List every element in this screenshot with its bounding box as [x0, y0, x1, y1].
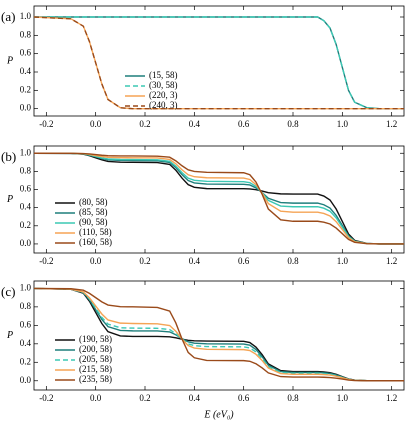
- legend-label: (85, 58): [79, 207, 108, 217]
- legend-label: (215, 58): [79, 364, 112, 374]
- y-tick-label: 0.2: [20, 84, 31, 94]
- x-tick-label: 1.0: [337, 119, 349, 129]
- x-tick-label: 1.0: [337, 256, 349, 266]
- x-axis-label: E (eV₀): [203, 409, 234, 420]
- y-tick-label: 0.2: [20, 220, 31, 230]
- x-tick-label: 1.0: [337, 393, 349, 403]
- y-tick-label: 0.0: [20, 103, 32, 113]
- x-tick-label: -0.2: [39, 256, 53, 266]
- legend-label: (190, 58): [79, 334, 112, 344]
- series-line: [33, 16, 404, 110]
- series-line: [33, 152, 404, 245]
- legend-label: (220, 3): [149, 90, 178, 100]
- series-line: [33, 152, 404, 245]
- series-line: [34, 16, 404, 110]
- y-tick-label: 1.0: [20, 11, 32, 21]
- legend-label: (160, 58): [79, 237, 112, 247]
- y-tick-label: 0.8: [20, 165, 32, 175]
- series-line: [33, 16, 404, 110]
- x-tick-label: 0.2: [139, 119, 150, 129]
- x-tick-label: 0.4: [189, 256, 201, 266]
- y-tick-label: 1.0: [20, 147, 32, 157]
- legend-label: (200, 58): [79, 344, 112, 354]
- y-tick-label: 0.8: [20, 29, 32, 39]
- y-tick-label: 0.6: [20, 48, 32, 58]
- series-line: [34, 16, 404, 110]
- y-tick-label: 0.2: [20, 356, 31, 366]
- x-tick-label: 0.4: [189, 393, 201, 403]
- x-tick-label: 0.4: [189, 119, 201, 129]
- y-tick-label: 0.4: [20, 66, 32, 76]
- x-tick-label: 1.2: [386, 119, 397, 129]
- y-tick-label: 0.6: [20, 319, 32, 329]
- x-tick-label: 0.8: [287, 256, 299, 266]
- x-tick-label: 0.0: [90, 256, 102, 266]
- x-tick-label: -0.2: [39, 119, 53, 129]
- panel-label: (c): [1, 284, 15, 299]
- legend-label: (15, 58): [149, 70, 178, 80]
- y-axis-label: P: [6, 330, 13, 341]
- y-tick-label: 1.0: [20, 282, 32, 292]
- legend-label: (90, 58): [79, 217, 108, 227]
- x-tick-label: 0.0: [90, 119, 102, 129]
- x-tick-label: -0.2: [39, 393, 53, 403]
- legend-label: (235, 58): [79, 374, 112, 384]
- x-tick-label: 0.0: [90, 393, 102, 403]
- legend-label: (80, 58): [79, 197, 108, 207]
- x-tick-label: 0.6: [238, 256, 250, 266]
- y-tick-label: 0.8: [20, 301, 32, 311]
- x-tick-label: 0.8: [287, 393, 299, 403]
- series-line: [33, 287, 404, 382]
- x-tick-label: 1.2: [386, 256, 397, 266]
- series-line: [33, 287, 404, 382]
- legend-label: (110, 58): [79, 227, 112, 237]
- y-tick-label: 0.0: [20, 375, 32, 385]
- y-tick-label: 0.4: [20, 202, 32, 212]
- series-line: [33, 152, 404, 245]
- plot-frame: [33, 5, 405, 117]
- legend-label: (240, 3): [149, 100, 178, 110]
- legend-label: (205, 58): [79, 354, 112, 364]
- plot-frame: [33, 145, 405, 254]
- y-axis-label: P: [6, 194, 13, 205]
- x-tick-label: 1.2: [386, 393, 397, 403]
- y-tick-label: 0.4: [20, 338, 32, 348]
- y-tick-label: 0.0: [20, 238, 32, 248]
- x-tick-label: 0.6: [238, 119, 250, 129]
- panel-label: (b): [1, 149, 16, 164]
- x-tick-label: 0.2: [139, 393, 150, 403]
- x-tick-label: 0.8: [287, 119, 299, 129]
- x-tick-label: 0.6: [238, 393, 250, 403]
- y-axis-label: P: [6, 55, 13, 66]
- y-tick-label: 0.6: [20, 184, 32, 194]
- x-tick-label: 0.2: [139, 256, 150, 266]
- legend-label: (30, 58): [149, 80, 178, 90]
- plot-frame: [33, 280, 405, 391]
- series-line: [33, 152, 404, 245]
- panel-label: (a): [1, 9, 15, 24]
